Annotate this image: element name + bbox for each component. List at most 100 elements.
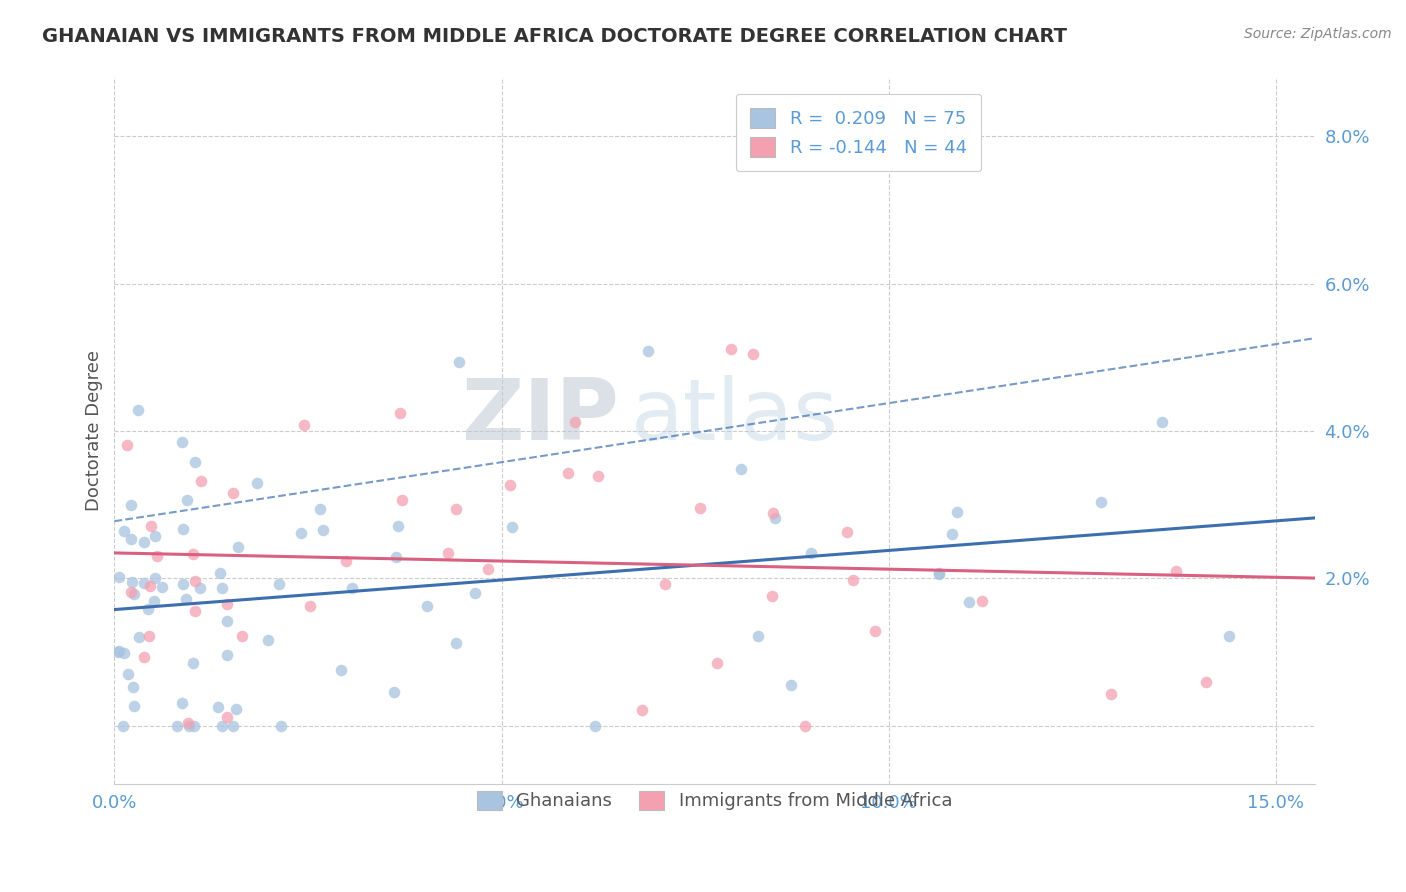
Point [1218,629,1240,643]
Point [209,566,232,580]
Point [166,718,188,732]
Point [127,403,149,417]
Point [122,699,145,714]
Point [311,524,333,538]
Point [763,511,786,525]
Point [631,703,654,717]
Point [176,492,198,507]
Point [183,718,205,732]
Point [134,535,156,549]
Point [117,666,139,681]
Point [416,599,439,614]
Point [447,355,470,369]
Point [290,525,312,540]
Point [742,347,765,361]
Point [945,505,967,519]
Point [1164,564,1187,578]
Point [706,657,728,671]
Point [499,478,522,492]
Point [222,718,245,732]
Point [145,529,167,543]
Point [207,700,229,714]
Point [637,343,659,358]
Point [226,540,249,554]
Point [134,576,156,591]
Point [444,636,467,650]
Point [170,696,193,710]
Point [477,562,499,576]
Point [557,467,579,481]
Point [388,406,411,420]
Point [970,593,993,607]
Point [269,577,291,591]
Point [292,418,315,433]
Text: ZIP: ZIP [461,376,619,458]
Text: atlas: atlas [630,376,838,458]
Point [172,577,194,591]
Point [215,709,238,723]
Point [150,580,173,594]
Point [1099,687,1122,701]
Point [464,586,486,600]
Point [177,716,200,731]
Point [340,582,363,596]
Point [190,581,212,595]
Point [179,718,201,732]
Point [299,599,322,614]
Point [1194,675,1216,690]
Point [335,554,357,568]
Point [174,592,197,607]
Point [225,701,247,715]
Point [215,614,238,628]
Point [172,434,194,449]
Point [121,574,143,589]
Point [446,501,468,516]
Point [387,519,409,533]
Point [146,549,169,563]
Point [172,522,194,536]
Point [841,574,863,588]
Point [138,602,160,616]
Point [1090,495,1112,509]
Point [330,664,353,678]
Point [1152,415,1174,429]
Point [800,546,823,560]
Point [309,502,332,516]
Point [112,646,135,660]
Point [211,581,233,595]
Point [114,524,136,539]
Point [256,632,278,647]
Point [835,525,858,540]
Point [928,566,950,581]
Point [120,498,142,512]
Point [122,680,145,694]
Point [780,677,803,691]
Point [689,501,711,516]
Point [391,492,413,507]
Text: Source: ZipAtlas.com: Source: ZipAtlas.com [1244,27,1392,41]
Point [184,455,207,469]
Point [221,486,243,500]
Point [583,718,606,732]
Point [720,342,742,356]
Point [730,462,752,476]
Point [122,587,145,601]
Point [139,579,162,593]
Point [211,718,233,732]
Point [138,629,160,643]
Point [793,718,815,732]
Point [181,656,204,670]
Point [928,567,950,582]
Point [654,577,676,591]
Point [959,594,981,608]
Point [246,475,269,490]
Point [941,527,963,541]
Point [586,469,609,483]
Point [181,547,204,561]
Point [142,593,165,607]
Point [184,604,207,618]
Point [108,644,131,658]
Y-axis label: Doctorate Degree: Doctorate Degree [86,351,103,511]
Point [382,685,405,699]
Point [863,624,886,639]
